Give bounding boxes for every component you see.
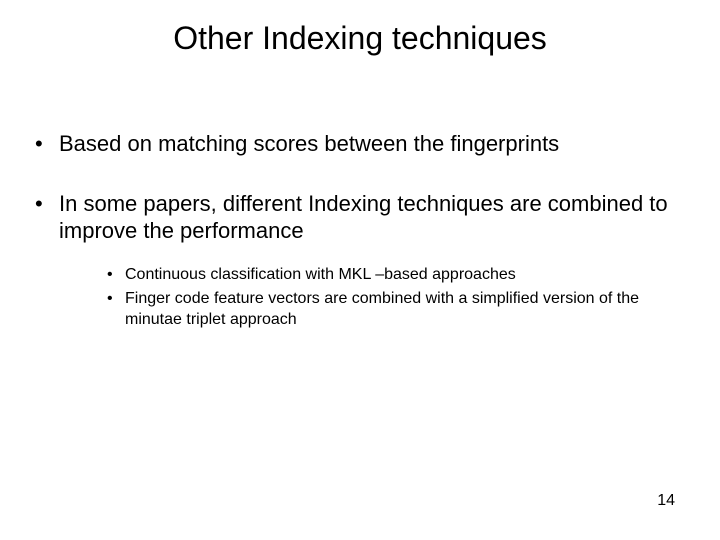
bullet-text: In some papers, different Indexing techn… (59, 191, 668, 244)
slide-title: Other Indexing techniques (0, 20, 720, 57)
slide: Other Indexing techniques Based on match… (0, 0, 720, 540)
bullet-list-level1: Based on matching scores between the fin… (35, 130, 675, 331)
bullet-item: Based on matching scores between the fin… (35, 130, 675, 158)
slide-body: Based on matching scores between the fin… (35, 130, 675, 363)
bullet-sub-text: Continuous classification with MKL –base… (125, 266, 516, 283)
bullet-sub-item: Finger code feature vectors are combined… (107, 289, 675, 331)
bullet-item: In some papers, different Indexing techn… (35, 190, 675, 331)
page-number: 14 (657, 492, 675, 510)
bullet-list-level2: Continuous classification with MKL –base… (107, 265, 675, 331)
bullet-sub-item: Continuous classification with MKL –base… (107, 265, 675, 286)
bullet-sub-text: Finger code feature vectors are combined… (125, 290, 639, 328)
bullet-text: Based on matching scores between the fin… (59, 131, 559, 156)
